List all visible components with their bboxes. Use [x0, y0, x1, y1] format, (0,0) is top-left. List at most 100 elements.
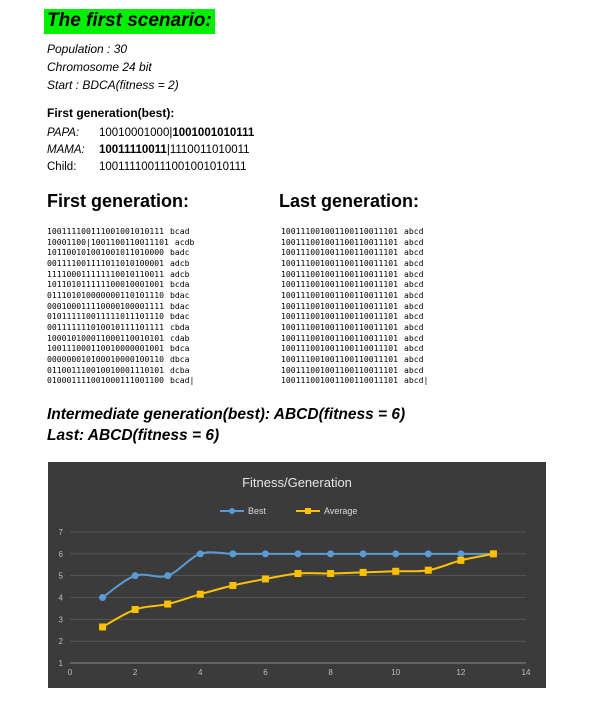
chromosome-row: 100111001001100110011101 abcd [281, 322, 428, 333]
papa-part1: 10010001000| [99, 127, 173, 139]
chromosome-code: 100111001001100110011101 [281, 236, 398, 247]
chromosome-permutation: abcd [403, 364, 424, 375]
chromosome-permutation: dbca [169, 353, 190, 364]
child-label: Child: [47, 161, 77, 173]
data-point-best [327, 550, 335, 558]
chromosome-code: 101101011111100010001001 [47, 279, 164, 290]
data-point-average [164, 600, 172, 608]
data-point-best [196, 550, 204, 558]
last-generation-heading: Last generation: [279, 191, 420, 211]
chromosome-code: 100111001001100110011101 [281, 364, 398, 375]
data-point-average [294, 569, 302, 577]
chromosome-row: 010001111001000111001100 bcad| [47, 375, 194, 386]
fitness-chart: Fitness/Generation Best Average 1 2 3 4 5 6 7 0 2 4 6… [48, 462, 546, 688]
chromosome-permutation: adcb [169, 257, 190, 268]
last-generation-list: 100111001001100110011101 abcd 100111001001… [281, 226, 428, 386]
chromosome-row: 100111001001100110011101 abcd [281, 237, 428, 248]
y-tick-label: 3 [59, 615, 64, 624]
data-point-best [131, 572, 139, 580]
chromosome-row: 100111001001100110011101 abcd [281, 311, 428, 322]
x-tick-label: 0 [68, 668, 73, 677]
chromosome-row: 001111001111011010100001 adcb [47, 258, 194, 269]
papa-part2: 1001001010111 [172, 127, 255, 139]
data-point-average [359, 568, 367, 576]
data-point-best [164, 572, 172, 580]
chromosome-code: 101100101001001011010000 [47, 247, 164, 258]
chromosome-permutation: cbda [169, 321, 190, 332]
chromosome-row: 100111100111001001010111 bcad [47, 226, 194, 237]
legend-marker [305, 508, 311, 514]
chromosome-permutation: dcba [169, 364, 190, 375]
mama-label: MAMA: [47, 144, 85, 156]
chromosome-code: 100111001001100110011101 [281, 289, 398, 300]
chromosome-permutation: abcd [403, 279, 424, 290]
chromosome-row: 100111001001100110011101 abcd [281, 269, 428, 280]
chromosome-row: 100111001001100110011101 abcd [281, 290, 428, 301]
chromosome-permutation: abcd [403, 343, 424, 354]
chromosome-code: 100111000110010000001001 [47, 343, 164, 354]
chromosome-code: 000100011110000100001111 [47, 300, 164, 311]
chromosome-row: 100111000110010000001001 bdca [47, 343, 194, 354]
legend-label: Best [248, 506, 267, 516]
mama-row: MAMA: 10011110011|1110011010011 [47, 142, 254, 159]
chromosome-permutation: abcd [403, 268, 424, 279]
chromosome-permutation: bdac [169, 311, 190, 322]
chromosome-permutation: abcd [403, 247, 424, 258]
chromosome-code: 100111001001100110011101 [281, 343, 398, 354]
chromosome-row: 100111001001100110011101 abcd [281, 258, 428, 269]
data-point-average [392, 567, 400, 575]
chromosome-text: Chromosome 24 bit [47, 60, 152, 74]
chromosome-permutation: abcd [403, 353, 424, 364]
chromosome-permutation: abcd [403, 226, 424, 236]
x-tick-label: 10 [391, 668, 400, 677]
chromosome-code: 010111110011111011101110 [47, 311, 164, 322]
chromosome-permutation: abcd [403, 300, 424, 311]
papa-label: PAPA: [47, 127, 80, 139]
data-point-best [261, 550, 269, 558]
last-best-text: Last: ABCD(fitness = 6) [47, 427, 220, 444]
y-tick-label: 7 [59, 528, 64, 537]
chromosome-code: 100111001001100110011101 [281, 375, 398, 386]
data-point-average [457, 556, 465, 564]
papa-row: PAPA: 10010001000|1001001010111 [47, 125, 254, 142]
chart-title: Fitness/Generation [242, 475, 352, 490]
chromosome-permutation: bdca [169, 343, 190, 354]
data-point-average [489, 550, 497, 558]
data-point-average [131, 606, 139, 614]
chromosome-permutation: acdb [174, 236, 195, 247]
chromosome-permutation: bdac [169, 300, 190, 311]
chromosome-code: 100111001001100110011101 [281, 247, 398, 258]
chromosome-row: 100111001001100110011101 abcd [281, 354, 428, 365]
chromosome-permutation: bcad| [169, 375, 195, 386]
chromosome-row: 100111001001100110011101 abcd [281, 301, 428, 312]
chromosome-permutation: badc [169, 247, 190, 258]
chromosome-row: 100111001001100110011101 abcd [281, 247, 428, 258]
chromosome-code: 100010100011000110010101 [47, 332, 164, 343]
chromosome-row: 101101011111100010001001 bcda [47, 279, 194, 290]
chromosome-permutation: bcad [169, 226, 190, 236]
chromosome-code: 100111001001100110011101 [281, 279, 398, 290]
chromosome-code: 10001100|1001100110011101 [47, 236, 169, 247]
chromosome-code: 100111001001100110011101 [281, 257, 398, 268]
parameters-block: Population : 30 Chromosome 24 bit Start … [47, 40, 179, 94]
chromosome-row: 100111001001100110011101 abcd [281, 279, 428, 290]
summary-block: Intermediate generation(best): ABCD(fitn… [47, 404, 405, 446]
x-tick-label: 4 [198, 668, 203, 677]
y-tick-label: 6 [59, 550, 64, 559]
chromosome-row: 111100011111110010110011 adcb [47, 269, 194, 280]
start-text: Start : BDCA(fitness = 2) [47, 78, 179, 92]
population-text: Population : 30 [47, 42, 128, 56]
data-point-average [99, 623, 107, 631]
x-tick-label: 12 [456, 668, 465, 677]
chromosome-permutation: adcb [169, 268, 190, 279]
first-generation-list: 100111100111001001010111 bcad 10001100|100… [47, 226, 194, 386]
mama-part2: |1110011010011 [166, 144, 250, 156]
chromosome-row: 011101010000000110101110 bdac [47, 290, 194, 301]
data-point-best [359, 550, 367, 558]
chromosome-code: 111100011111110010110011 [47, 268, 164, 279]
chromosome-permutation: abcd [403, 289, 424, 300]
chromosome-code: 011101010000000110101110 [47, 289, 164, 300]
chromosome-code: 100111001001100110011101 [281, 311, 398, 322]
chromosome-row: 100111001001100110011101 abcd [281, 343, 428, 354]
x-tick-label: 14 [522, 668, 531, 677]
